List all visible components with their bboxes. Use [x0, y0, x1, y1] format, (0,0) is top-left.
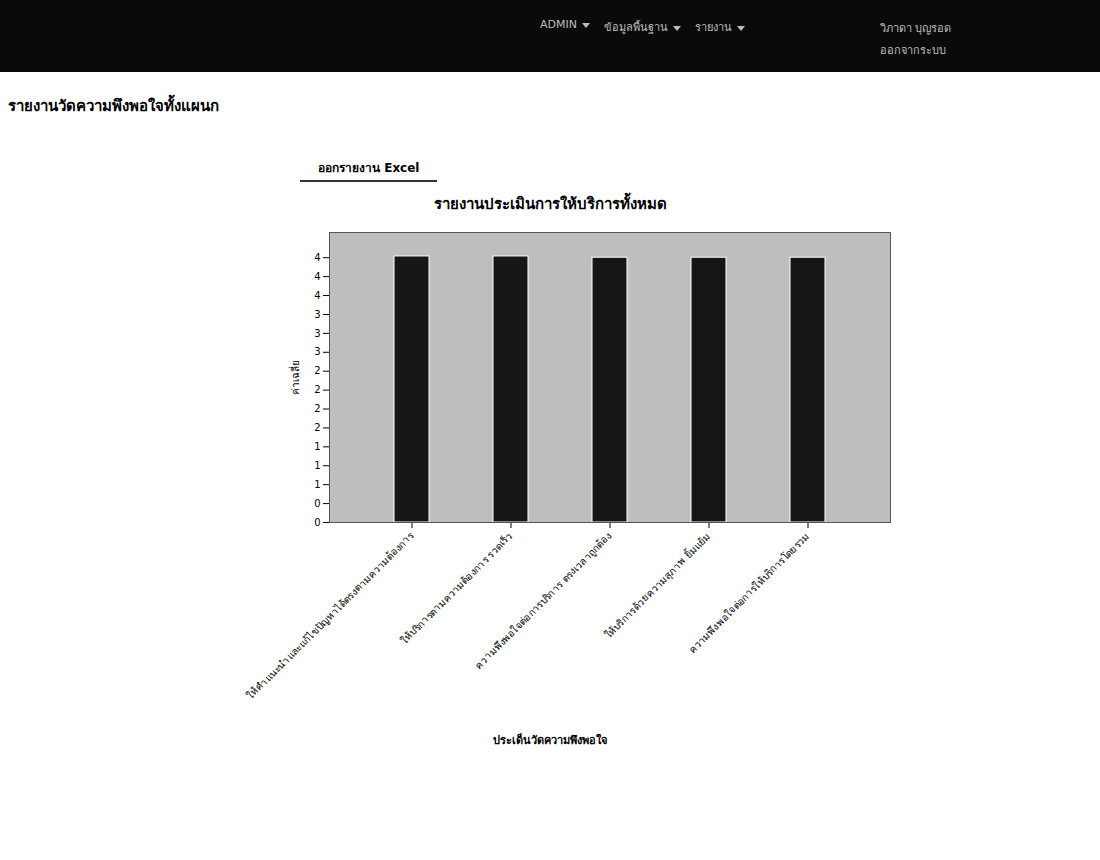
- svg-text:0: 0: [314, 498, 320, 509]
- svg-text:1: 1: [314, 441, 320, 452]
- svg-text:2: 2: [314, 365, 320, 376]
- svg-text:1: 1: [314, 460, 320, 471]
- html-text:ข้อมูลพื้นฐาน: ข้อมูลพื้นฐาน: [604, 21, 668, 34]
- svg-text:ให้คำแนะนำและแก้ไขปัญหาได้ตรงต: ให้คำแนะนำและแก้ไขปัญหาได้ตรงตามความต้อง…: [245, 530, 417, 702]
- svg-text:0: 0: [314, 517, 320, 528]
- svg-text:3: 3: [314, 346, 320, 357]
- svg-text:3: 3: [314, 309, 320, 320]
- html-text:ประเด็นวัดความพึงพอใจ: ประเด็นวัดความพึงพอใจ: [493, 734, 607, 747]
- svg-text:3: 3: [314, 328, 320, 339]
- html-text:รายงาน: รายงาน: [695, 21, 732, 34]
- html-text:ออกรายงาน Excel: ออกรายงาน Excel: [318, 161, 420, 175]
- html-text:รายงานประเมินการให้บริการทั้งห: รายงานประเมินการให้บริการทั้งหมด: [433, 195, 667, 213]
- svg-text:1: 1: [314, 479, 320, 490]
- svg-text:4: 4: [314, 252, 320, 263]
- svg-text:4: 4: [314, 271, 320, 282]
- html-text:ADMIN: ADMIN: [540, 18, 577, 31]
- html-text:วิภาดา บุญรอด: วิภาดา บุญรอด: [880, 22, 952, 35]
- html-text:ออกจากระบบ: ออกจากระบบ: [880, 44, 946, 57]
- svg-text:ความพึงพอใจต่อการให้บริการโดยร: ความพึงพอใจต่อการให้บริการโดยรวม: [686, 530, 812, 656]
- svg-text:ความพึงพอใจต่อการบริการ ตรงเวล: ความพึงพอใจต่อการบริการ ตรงเวลาถูกต้อง: [473, 530, 615, 672]
- svg-text:2: 2: [314, 403, 320, 414]
- svg-text:4: 4: [314, 290, 320, 301]
- html-text:รายงานวัดความพึงพอใจทั้งแผนก: รายงานวัดความพึงพอใจทั้งแผนก: [8, 97, 219, 115]
- svg-text:2: 2: [314, 384, 320, 395]
- svg-text:ค่าเฉลี่ย: ค่าเฉลี่ย: [288, 360, 301, 395]
- svg-text:ให้บริการตามความต้องการ รวดเร็: ให้บริการตามความต้องการ รวดเร็ว: [397, 529, 515, 647]
- svg-text:ให้บริการด้วยความสุภาพ ยิ้มแย้: ให้บริการด้วยความสุภาพ ยิ้มแย้ม: [601, 529, 714, 642]
- svg-text:2: 2: [314, 422, 320, 433]
